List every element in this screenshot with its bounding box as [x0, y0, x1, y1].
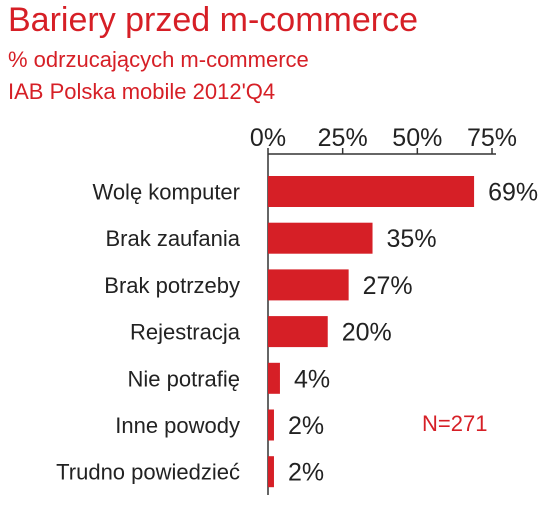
chart-title: Bariery przed m-commerce [8, 1, 418, 39]
bar [268, 222, 373, 254]
value-label: 20% [342, 319, 392, 347]
bar [268, 176, 475, 207]
value-label: 35% [387, 225, 437, 253]
x-tick-label: 75% [467, 124, 517, 152]
category-label: Inne powody [115, 413, 240, 438]
chart-subtitle: % odrzucających m-commerce [8, 47, 309, 72]
category-label: Rejestracja [130, 320, 241, 345]
value-label: 2% [288, 412, 324, 440]
value-label: 69% [488, 179, 538, 207]
bar [268, 409, 274, 441]
bar [268, 316, 328, 348]
category-label: Brak potrzeby [104, 273, 240, 298]
bar [268, 362, 280, 394]
value-label: 4% [294, 365, 330, 393]
category-label: Brak zaufania [105, 226, 240, 251]
category-label: Trudno powiedzieć [56, 460, 240, 485]
category-label: Nie potrafię [127, 366, 240, 391]
bar [268, 456, 274, 488]
x-tick-label: 50% [392, 124, 442, 152]
x-tick-label: 0% [250, 124, 286, 152]
value-label: 2% [288, 459, 324, 487]
x-tick-label: 25% [318, 124, 368, 152]
sample-size-note: N=271 [422, 411, 488, 436]
category-label: Wolę komputer [92, 180, 240, 205]
bar [268, 269, 349, 301]
chart-source: IAB Polska mobile 2012'Q4 [8, 79, 276, 104]
value-label: 27% [363, 272, 413, 300]
